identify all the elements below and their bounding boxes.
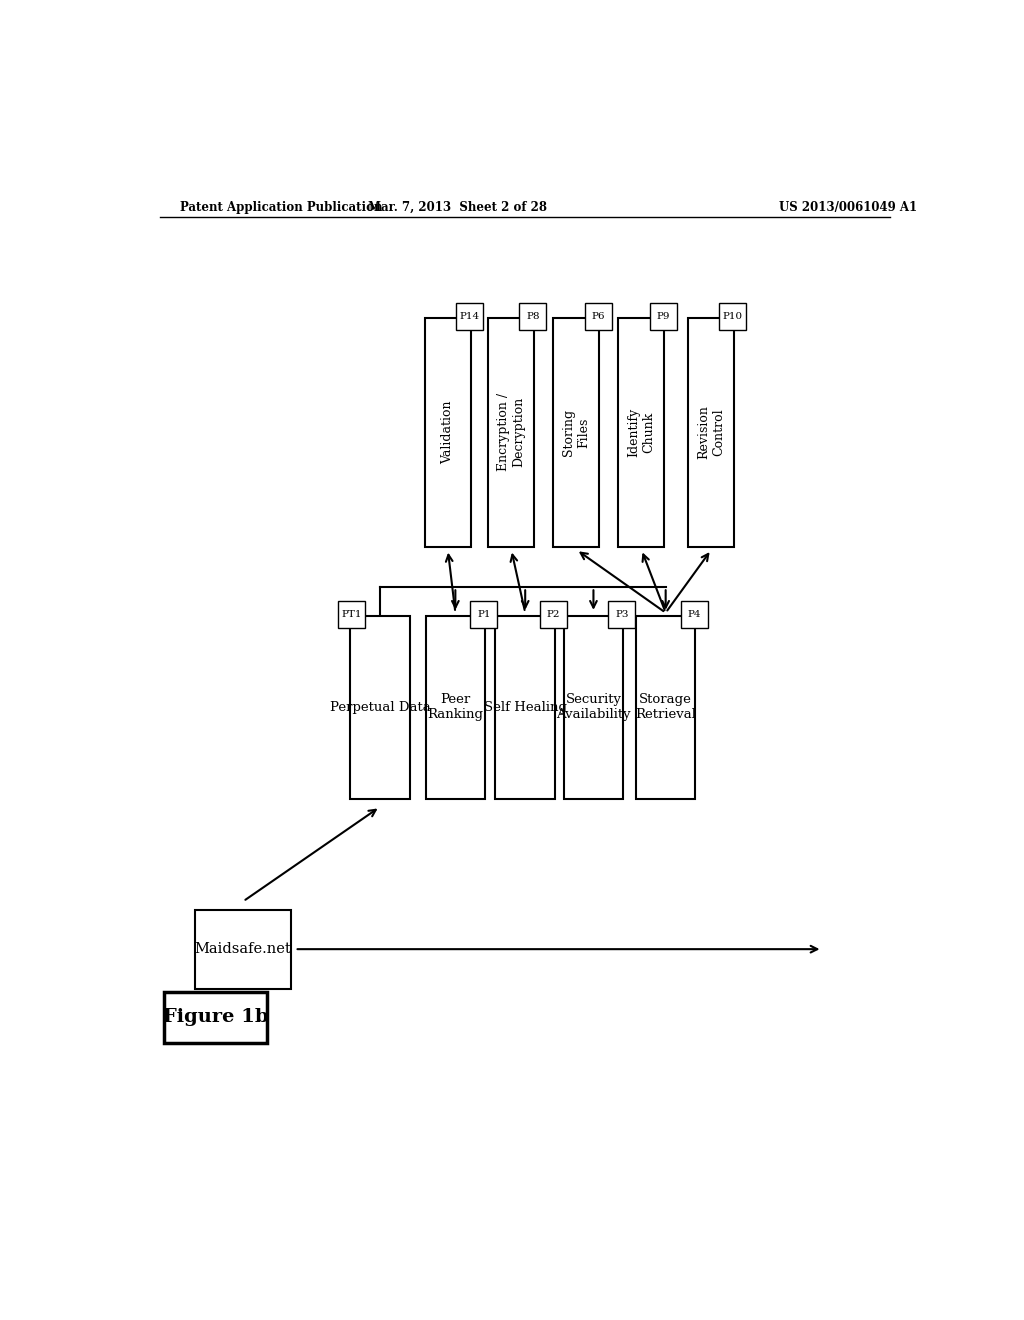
FancyBboxPatch shape	[496, 615, 555, 799]
Text: Peer
Ranking: Peer Ranking	[427, 693, 483, 721]
Text: US 2013/0061049 A1: US 2013/0061049 A1	[778, 201, 916, 214]
Text: P8: P8	[526, 312, 540, 321]
Text: P10: P10	[723, 312, 743, 321]
FancyBboxPatch shape	[720, 302, 746, 330]
Text: PT1: PT1	[341, 610, 361, 619]
FancyBboxPatch shape	[470, 601, 498, 628]
FancyBboxPatch shape	[649, 302, 677, 330]
FancyBboxPatch shape	[488, 318, 535, 546]
FancyBboxPatch shape	[425, 318, 471, 546]
Text: Storing
Files: Storing Files	[562, 409, 591, 455]
FancyBboxPatch shape	[519, 302, 547, 330]
Text: Figure 1b: Figure 1b	[163, 1008, 268, 1026]
Text: Maidsafe.net: Maidsafe.net	[195, 942, 292, 956]
Text: Patent Application Publication: Patent Application Publication	[179, 201, 382, 214]
FancyBboxPatch shape	[164, 991, 267, 1043]
Text: P1: P1	[477, 610, 490, 619]
Text: P2: P2	[547, 610, 560, 619]
FancyBboxPatch shape	[688, 318, 734, 546]
FancyBboxPatch shape	[585, 302, 611, 330]
Text: Mar. 7, 2013  Sheet 2 of 28: Mar. 7, 2013 Sheet 2 of 28	[368, 201, 547, 214]
FancyBboxPatch shape	[456, 302, 483, 330]
Text: Perpetual Data: Perpetual Data	[330, 701, 430, 714]
Text: Encryption /
Decryption: Encryption / Decryption	[498, 393, 525, 471]
Text: P9: P9	[656, 312, 670, 321]
Text: P3: P3	[615, 610, 629, 619]
FancyBboxPatch shape	[563, 615, 624, 799]
FancyBboxPatch shape	[681, 601, 708, 628]
FancyBboxPatch shape	[338, 601, 365, 628]
Text: Security
Availability: Security Availability	[556, 693, 631, 721]
FancyBboxPatch shape	[608, 601, 635, 628]
FancyBboxPatch shape	[540, 601, 567, 628]
Text: P6: P6	[591, 312, 605, 321]
Text: Identify
Chunk: Identify Chunk	[628, 408, 655, 457]
FancyBboxPatch shape	[553, 318, 599, 546]
Text: P14: P14	[460, 312, 479, 321]
Text: Validation: Validation	[441, 400, 455, 465]
FancyBboxPatch shape	[618, 318, 665, 546]
Text: Storage
Retrieval: Storage Retrieval	[635, 693, 696, 721]
FancyBboxPatch shape	[636, 615, 695, 799]
FancyBboxPatch shape	[350, 615, 410, 799]
FancyBboxPatch shape	[426, 615, 485, 799]
Text: Self Healing: Self Healing	[483, 701, 566, 714]
Text: P4: P4	[687, 610, 700, 619]
Text: Revision
Control: Revision Control	[697, 405, 725, 459]
FancyBboxPatch shape	[196, 909, 291, 989]
